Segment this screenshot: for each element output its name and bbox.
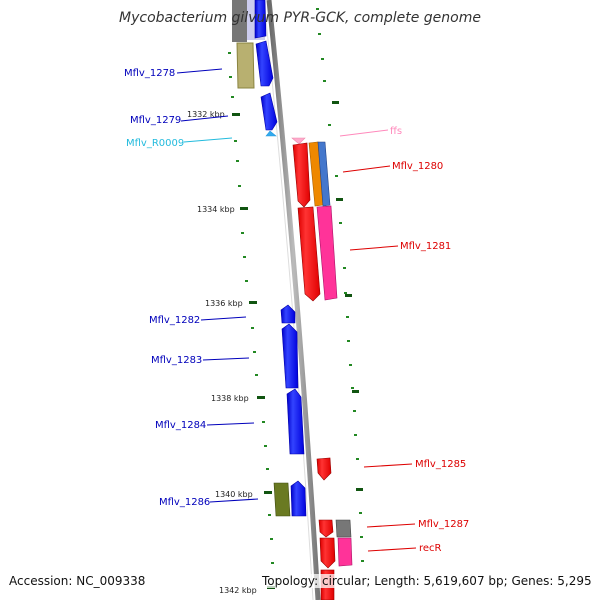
gene-shape-mflv-1287b (335, 519, 352, 538)
gene-shape-mflv-1281b (316, 205, 338, 301)
gene-shape-mflv-1286b (290, 480, 307, 517)
genome-summary-text: Topology: circular; Length: 5,619,607 bp… (262, 574, 592, 588)
accession-text: Accession: NC_009338 (9, 574, 146, 588)
gene-shape-mflv-1280c (317, 141, 331, 207)
scale-label-1334: 1334 kbp (197, 205, 235, 214)
gene-shape-mflv-1282 (280, 304, 296, 324)
gene-shape-mflv-1284 (286, 388, 305, 455)
gene-shape-mflv-1283 (281, 323, 299, 389)
gene-label-mflv-1279[interactable]: Mflv_1279 (130, 115, 181, 126)
gene-label-mflv-1286[interactable]: Mflv_1286 (159, 497, 210, 508)
gene-shape-mflv-1285 (316, 457, 332, 481)
scale-label-1338: 1338 kbp (211, 394, 249, 403)
gene-shape-mflv-1287 (318, 519, 334, 538)
gene-shape-recr (319, 537, 336, 569)
scale-label-1342: 1342 kbp (219, 586, 257, 595)
forward-genes (254, 0, 307, 517)
scale-label-1332: 1332 kbp (187, 110, 225, 119)
gene-shape-recr-b (337, 537, 353, 567)
gene-label-mflv-r0009[interactable]: Mflv_R0009 (126, 138, 184, 149)
gene-shape-mflv-1286 (273, 482, 291, 517)
map-title: Mycobacterium gilvum PYR-GCK, complete g… (119, 10, 481, 26)
gene-label-recr[interactable]: recR (419, 543, 442, 554)
gene-label-mflv-1282[interactable]: Mflv_1282 (149, 315, 200, 326)
gene-label-mflv-1287[interactable]: Mflv_1287 (418, 519, 469, 530)
gene-shape-mflv-1280 (292, 142, 311, 208)
gene-label-mflv-1284[interactable]: Mflv_1284 (155, 420, 206, 431)
scale-label-1336: 1336 kbp (205, 299, 243, 308)
gene-shape-mflv-1278 (254, 0, 267, 39)
gene-shape-mflv-r0009 (265, 130, 277, 137)
gene-label-mflv-1280[interactable]: Mflv_1280 (392, 161, 443, 172)
gene-shape-mflv-1278b (255, 40, 274, 87)
gene-label-mflv-1283[interactable]: Mflv_1283 (151, 355, 202, 366)
genome-backbone (266, 0, 321, 600)
reverse-genes (291, 137, 353, 600)
tick-marks (228, 8, 364, 564)
gene-shape-ffs (291, 137, 306, 145)
genome-backbone-left-edge (263, 0, 314, 600)
gene-label-ffs[interactable]: ffs (390, 126, 402, 137)
gene-label-mflv-1281[interactable]: Mflv_1281 (400, 241, 451, 252)
gene-label-mflv-1278[interactable]: Mflv_1278 (124, 68, 175, 79)
gene-label-mflv-1285[interactable]: Mflv_1285 (415, 459, 466, 470)
label-lines (176, 68, 417, 552)
gene-shape-mflv-1279 (260, 92, 278, 131)
scale-label-1340: 1340 kbp (215, 490, 253, 499)
gene-shape-mflv-1281 (297, 206, 321, 302)
